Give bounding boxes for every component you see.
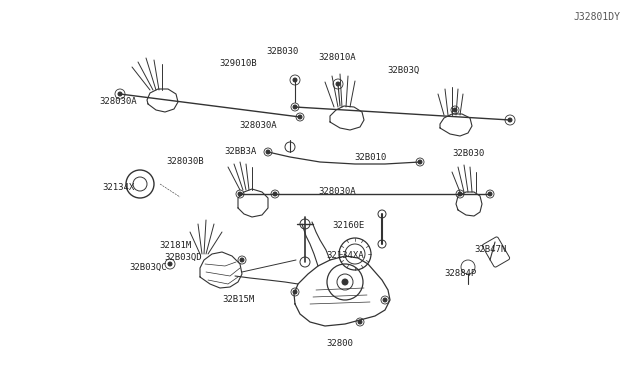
Circle shape bbox=[342, 279, 348, 285]
Circle shape bbox=[508, 118, 512, 122]
Text: 32B030: 32B030 bbox=[452, 150, 484, 158]
Circle shape bbox=[293, 290, 297, 294]
Text: 32B03QC: 32B03QC bbox=[129, 263, 167, 272]
Circle shape bbox=[273, 192, 277, 196]
Text: 328010A: 328010A bbox=[318, 54, 356, 62]
Text: 32160E: 32160E bbox=[332, 221, 364, 230]
Circle shape bbox=[293, 78, 297, 82]
Circle shape bbox=[266, 150, 270, 154]
Circle shape bbox=[488, 192, 492, 196]
Circle shape bbox=[238, 192, 242, 196]
Text: 32B03QD: 32B03QD bbox=[164, 253, 202, 262]
Text: 32181M: 32181M bbox=[159, 241, 191, 250]
Text: 328030B: 328030B bbox=[166, 157, 204, 167]
Circle shape bbox=[383, 298, 387, 302]
Circle shape bbox=[118, 92, 122, 96]
Circle shape bbox=[168, 262, 172, 266]
Circle shape bbox=[418, 160, 422, 164]
Text: 328030A: 328030A bbox=[99, 97, 137, 106]
Text: 32B010: 32B010 bbox=[354, 153, 386, 161]
Circle shape bbox=[458, 192, 462, 196]
Text: 32134XA: 32134XA bbox=[326, 250, 364, 260]
Text: 32884P: 32884P bbox=[444, 269, 476, 279]
Circle shape bbox=[336, 82, 340, 86]
Text: 32B030: 32B030 bbox=[266, 48, 298, 57]
Text: 32B47N: 32B47N bbox=[474, 246, 506, 254]
Circle shape bbox=[240, 258, 244, 262]
Text: 32B03Q: 32B03Q bbox=[387, 65, 419, 74]
Text: 32134X: 32134X bbox=[102, 183, 134, 192]
Circle shape bbox=[293, 105, 297, 109]
Text: 328030A: 328030A bbox=[239, 122, 277, 131]
Text: 32BB3A: 32BB3A bbox=[224, 148, 256, 157]
Text: J32801DY: J32801DY bbox=[573, 12, 620, 22]
Text: 32800: 32800 bbox=[326, 340, 353, 349]
Text: 328030A: 328030A bbox=[318, 186, 356, 196]
Circle shape bbox=[298, 115, 302, 119]
Text: 32B15M: 32B15M bbox=[222, 295, 254, 305]
Circle shape bbox=[453, 108, 457, 112]
Text: 329010B: 329010B bbox=[219, 60, 257, 68]
Circle shape bbox=[358, 320, 362, 324]
